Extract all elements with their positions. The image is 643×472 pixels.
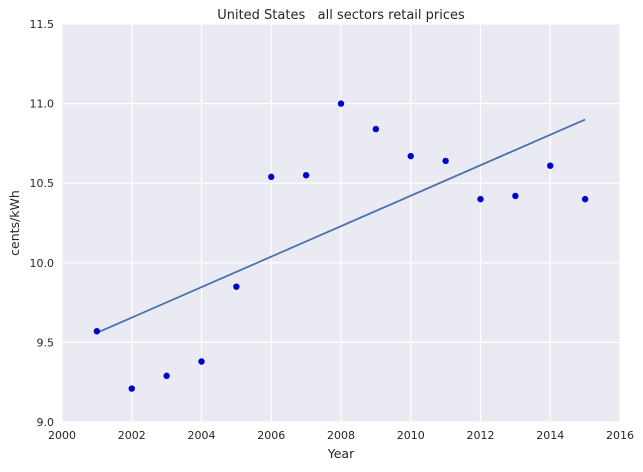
data-point	[93, 328, 101, 335]
y-axis-label: cents/kWh	[7, 190, 22, 256]
x-tick-label: 2006	[257, 429, 285, 442]
x-tick-label: 2016	[606, 429, 634, 442]
data-point	[337, 100, 345, 107]
data-point	[128, 385, 135, 392]
x-tick-label: 2012	[467, 429, 495, 442]
data-point	[198, 358, 205, 365]
y-tick-label: 11.5	[30, 18, 55, 31]
scatter-points	[93, 100, 589, 392]
y-tick-label: 11.0	[30, 98, 55, 111]
data-point	[512, 192, 519, 200]
data-point	[547, 162, 554, 169]
y-tick-label: 10.5	[30, 177, 55, 190]
trend-line	[96, 118, 586, 334]
y-tick-labels: 9.0 9.5 10.0 10.5 11.0 11.5	[30, 18, 55, 429]
data-point	[442, 157, 449, 165]
y-tick-label: 9.0	[37, 416, 55, 429]
data-point	[163, 372, 170, 380]
x-axis-label: Year	[327, 446, 355, 461]
x-tick-label: 2002	[118, 429, 146, 442]
y-tick-label: 9.5	[37, 336, 55, 349]
trend-line-group	[96, 118, 586, 334]
x-tick-labels: 2000 2002 2004 2006 2008 2010 2012 2014 2016	[48, 429, 634, 442]
x-tick-label: 2000	[48, 429, 76, 442]
data-point	[233, 283, 240, 290]
x-tick-label: 2014	[536, 429, 564, 442]
x-tick-label: 2004	[188, 429, 216, 442]
chart-title: United States all sectors retail prices	[217, 8, 465, 23]
data-point	[372, 125, 380, 133]
data-point	[477, 195, 484, 203]
data-point	[302, 172, 310, 179]
x-tick-label: 2008	[327, 429, 355, 442]
data-point	[581, 195, 589, 203]
x-tick-label: 2010	[397, 429, 425, 442]
y-tick-label: 10.0	[30, 257, 55, 270]
data-point	[407, 152, 414, 160]
data-point	[268, 173, 275, 181]
